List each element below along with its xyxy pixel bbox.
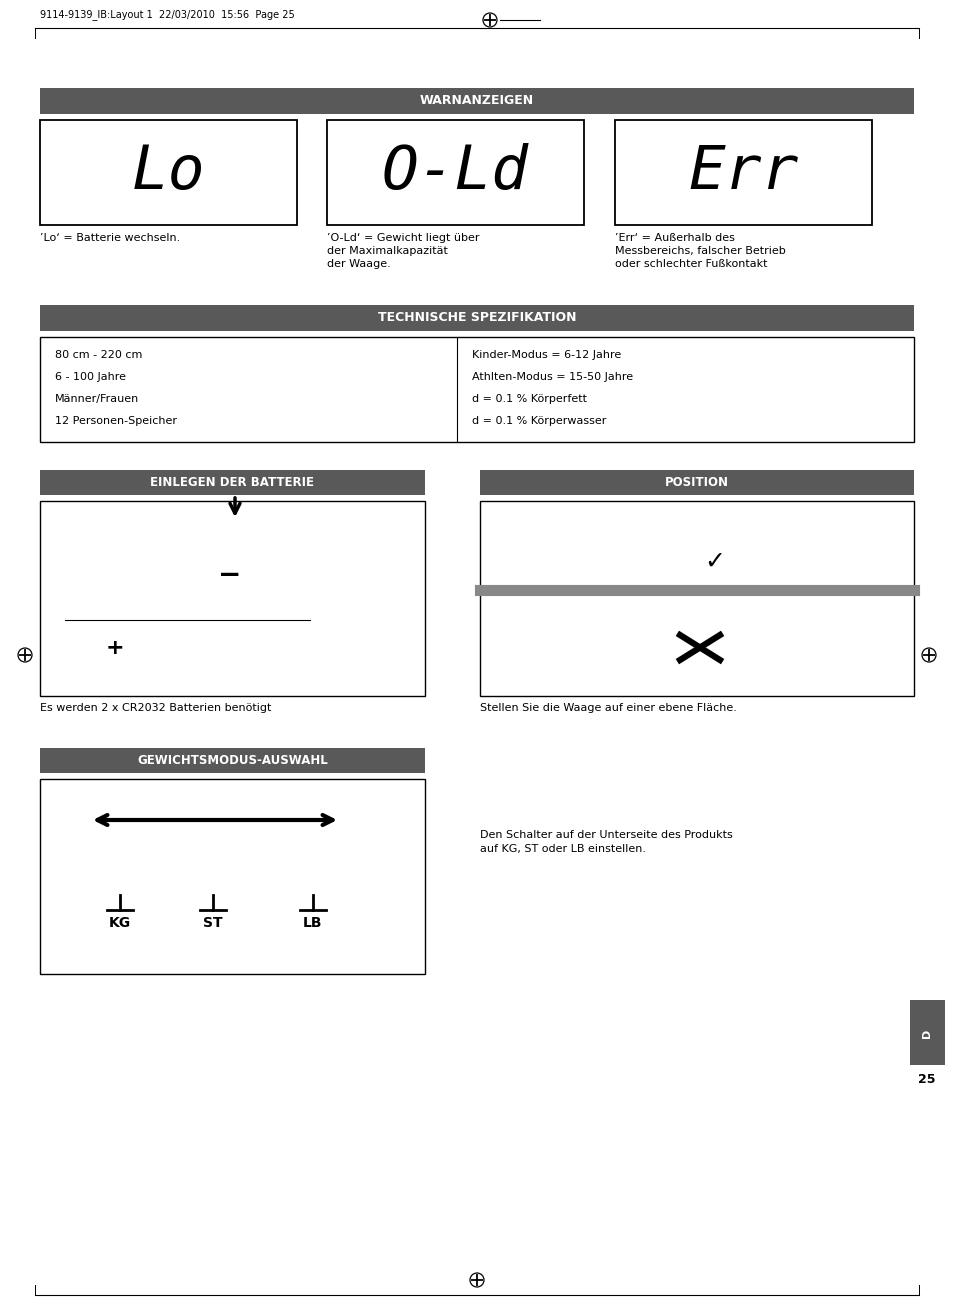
Bar [224,847,227,890]
Bar [40,305,913,330]
Bar [248,847,251,890]
Text: GEWICHTSMODUS-AUSWAHL: GEWICHTSMODUS-AUSWAHL [137,754,328,767]
Bar [232,847,236,890]
Bar [40,121,296,225]
Bar [208,847,213,890]
Bar [255,847,261,890]
Text: TECHNISCHE SPEZIFIKATION: TECHNISCHE SPEZIFIKATION [377,312,576,325]
Bar [40,471,424,496]
Text: EINLEGEN DER BATTERIE: EINLEGEN DER BATTERIE [151,476,314,489]
Text: −: − [218,561,241,589]
Polygon shape [535,631,700,665]
Bar [909,1000,944,1065]
Bar [40,779,424,974]
Bar [240,847,245,890]
Text: 6 - 100 Jahre: 6 - 100 Jahre [55,372,126,382]
Polygon shape [541,593,675,640]
Text: ST: ST [203,916,223,929]
Text: O-Ld: O-Ld [381,143,529,202]
Text: Lo: Lo [132,143,205,202]
Circle shape [185,530,274,620]
Text: Err: Err [688,143,798,202]
Bar [535,576,700,585]
Text: ’Lo‘ = Batterie wechseln.: ’Lo‘ = Batterie wechseln. [40,233,180,243]
Bar [599,602,618,614]
Bar [615,121,871,225]
Bar [264,847,269,890]
Text: 80 cm - 220 cm: 80 cm - 220 cm [55,350,142,361]
Text: POSITION: POSITION [664,476,728,489]
Text: Athlten-Modus = 15-50 Jahre: Athlten-Modus = 15-50 Jahre [472,372,633,382]
Bar [40,501,424,696]
Bar [327,121,583,225]
Bar [100,840,325,895]
Bar [160,847,165,890]
Text: Kinder-Modus = 6-12 Jahre: Kinder-Modus = 6-12 Jahre [472,350,620,361]
Text: 12 Personen-Speicher: 12 Personen-Speicher [55,416,177,426]
Text: KG: KG [109,916,131,929]
Text: 25: 25 [918,1072,935,1086]
Bar [175,847,179,890]
Text: Stellen Sie die Waage auf einer ebene Fläche.: Stellen Sie die Waage auf einer ebene Fl… [479,703,736,713]
Bar [479,471,913,496]
Text: LB: LB [303,916,322,929]
Bar [619,536,638,548]
Polygon shape [194,510,270,530]
Text: d = 0.1 % Körperwasser: d = 0.1 % Körperwasser [472,416,606,426]
Text: d = 0.1 % Körperfett: d = 0.1 % Körperfett [472,395,586,404]
Bar [184,847,189,890]
Bar [479,501,913,696]
Bar [40,88,913,114]
Bar [40,337,913,442]
Text: Es werden 2 x CR2032 Batterien benötigt: Es werden 2 x CR2032 Batterien benötigt [40,703,271,713]
Text: ’Err‘ = Außerhalb des
Messbereichs, falscher Betrieb
oder schlechter Fußkontakt: ’Err‘ = Außerhalb des Messbereichs, fals… [615,233,785,269]
Bar [40,749,424,773]
Text: WARNANZEIGEN: WARNANZEIGEN [419,94,534,108]
Bar [215,847,221,890]
Text: +: + [106,638,124,658]
Polygon shape [544,532,684,579]
Text: Den Schalter auf der Unterseite des Produkts
auf KG, ST oder LB einstellen.: Den Schalter auf der Unterseite des Prod… [479,830,732,853]
Text: ’O-Ld‘ = Gewicht liegt über
der Maximalkapazität
der Waage.: ’O-Ld‘ = Gewicht liegt über der Maximalk… [327,233,479,269]
Bar [168,847,172,890]
Text: ✓: ✓ [703,551,724,574]
Bar [200,847,203,890]
Text: Männer/Frauen: Männer/Frauen [55,395,139,404]
Text: D: D [921,1028,931,1037]
Text: 9114-9139_IB:Layout 1  22/03/2010  15:56  Page 25: 9114-9139_IB:Layout 1 22/03/2010 15:56 P… [40,9,294,20]
Bar [192,847,196,890]
